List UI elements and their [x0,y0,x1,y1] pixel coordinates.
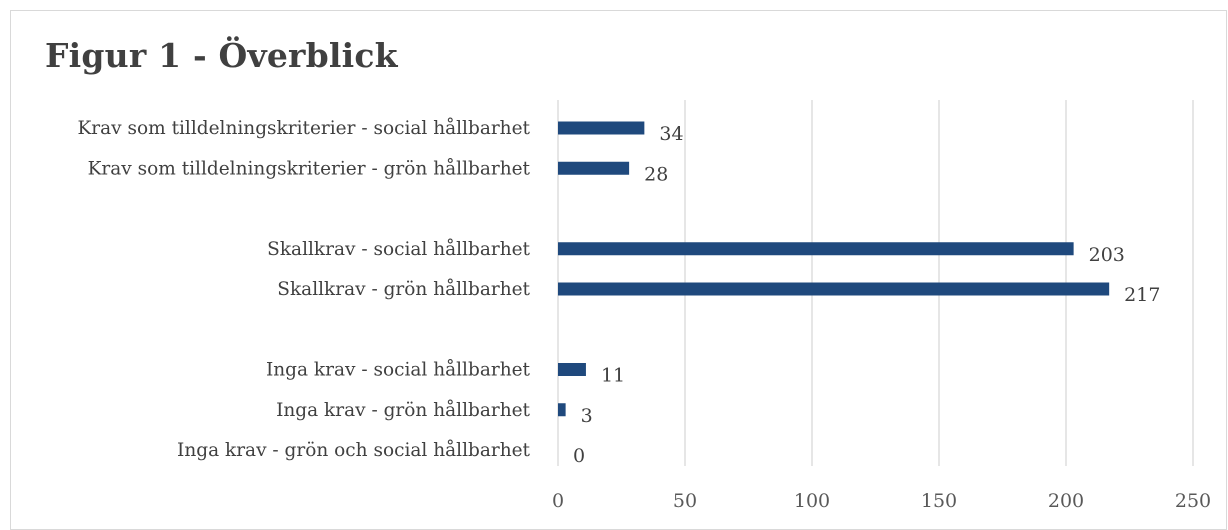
category-label: Inga krav - social hållbarhet [266,359,531,381]
chart-area [10,10,1227,530]
chart-title: Figur 1 - Överblick [45,36,398,75]
category-labels: Krav som tilldelningskriterier - social … [77,117,530,461]
bar-value-label: 203 [1089,244,1125,266]
bar [558,363,586,376]
category-label: Krav som tilldelningskriterier - social … [77,117,530,139]
bar-value-label: 3 [581,405,593,427]
category-label: Skallkrav - grön hållbarhet [277,278,530,300]
bar [558,282,1110,296]
category-label: Krav som tilldelningskriterier - grön hå… [88,157,531,179]
bar [558,242,1074,256]
value-axis: 0 50 100 150 200 250 [552,490,1211,512]
bar-value-label: 11 [601,365,625,387]
category-label: Inga krav - grön hållbarhet [276,399,530,421]
bar [558,403,566,417]
bar-value-label: 0 [573,445,585,467]
category-label: Skallkrav - social hållbarhet [267,238,530,260]
x-tick-label: 250 [1175,490,1211,512]
x-tick-label: 150 [921,490,957,512]
x-tick-label: 100 [794,490,830,512]
bar-value-label: 28 [644,163,668,185]
bar-value-label: 34 [659,123,683,145]
x-tick-label: 0 [552,490,564,512]
bar [558,161,630,175]
x-tick-label: 50 [673,490,697,512]
bar [558,121,645,135]
bars: 34 28 203 217 11 3 0 [558,121,1160,467]
x-tick-label: 200 [1048,490,1084,512]
category-label: Inga krav - grön och social hållbarhet [177,439,531,461]
bar-value-label: 217 [1124,284,1160,306]
